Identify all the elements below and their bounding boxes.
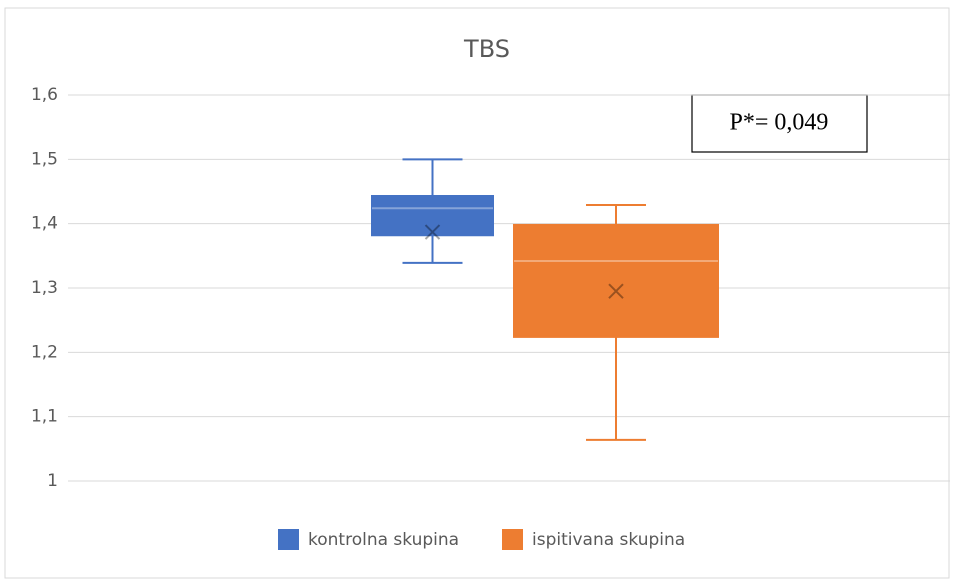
box [513, 223, 719, 338]
y-tick-label: 1,6 [31, 85, 58, 105]
legend-label: kontrolna skupina [308, 530, 459, 550]
legend-swatch [278, 529, 299, 550]
mean-marker [608, 283, 624, 299]
y-tick-label: 1,3 [31, 278, 58, 298]
y-tick-label: 1,2 [31, 342, 58, 362]
chart-border [4, 7, 950, 579]
y-tick-label: 1,5 [31, 149, 58, 169]
y-tick-label: 1,4 [31, 214, 58, 234]
legend-swatch [502, 529, 523, 550]
legend-label: ispitivana skupina [532, 530, 685, 550]
box [371, 195, 494, 237]
chart-title: TBS [463, 35, 510, 63]
annotation-box [691, 94, 868, 153]
annotation: P*= 0,049 [730, 110, 829, 136]
y-tick-label: 1,1 [31, 407, 58, 427]
y-tick-label: 1 [47, 471, 58, 491]
mean-marker [424, 224, 441, 240]
